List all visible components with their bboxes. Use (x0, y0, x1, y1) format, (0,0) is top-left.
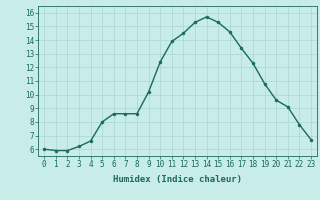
X-axis label: Humidex (Indice chaleur): Humidex (Indice chaleur) (113, 175, 242, 184)
